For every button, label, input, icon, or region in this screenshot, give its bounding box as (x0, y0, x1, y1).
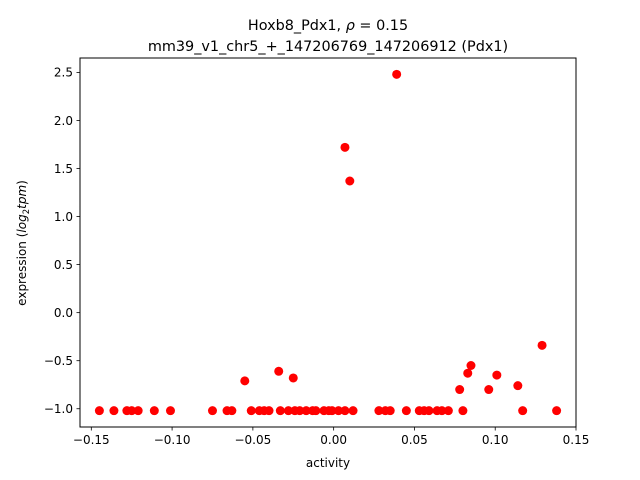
plot-area-frame (79, 57, 577, 428)
chart-title-line2: mm39_v1_chr5_+_147206769_147206912 (Pdx1… (148, 39, 508, 55)
y-tick-label: −1.0 (44, 402, 73, 416)
x-axis-label: activity (306, 456, 350, 470)
data-point (127, 406, 137, 416)
data-point (334, 406, 344, 416)
data-point (340, 142, 350, 152)
x-tick-label: −0.05 (234, 433, 271, 447)
x-tick-label: 0.10 (482, 433, 509, 447)
y-label-subscript: 2 (22, 209, 32, 214)
data-point (513, 381, 523, 391)
data-point (437, 406, 447, 416)
ticks-layer: −0.15 −0.10 −0.05 0.00 0.05 0.10 0.15 −1.0 −0.5 0… (44, 66, 590, 447)
y-axis-label: expression (log2tpm) (15, 180, 32, 306)
y-tick-label: −0.5 (44, 354, 73, 368)
data-point (345, 176, 355, 186)
data-point (133, 406, 143, 416)
data-point (301, 406, 311, 416)
data-point (340, 406, 350, 416)
title-text-part: Hoxb8_Pdx1, (248, 18, 346, 34)
data-point (327, 406, 337, 416)
x-tick-label: 0.05 (401, 433, 428, 447)
y-tick-label: 1.0 (54, 210, 73, 224)
data-point (443, 406, 453, 416)
title-rho-symbol: ρ (346, 18, 355, 34)
data-point (552, 406, 562, 416)
data-point (466, 361, 476, 370)
y-label-log: log (15, 214, 29, 233)
data-point (207, 406, 217, 416)
data-point (424, 406, 434, 416)
x-tick-label: −0.10 (154, 433, 191, 447)
y-tick-label: 1.5 (54, 162, 73, 176)
points-layer (94, 69, 562, 416)
y-tick-label: 2.5 (54, 66, 73, 80)
data-point (240, 376, 250, 386)
data-point (463, 368, 473, 378)
data-point (165, 406, 175, 416)
y-tick-label: 2.0 (54, 114, 73, 128)
y-label-prefix: expression ( (15, 233, 29, 306)
title-rho-value: = 0.15 (355, 18, 408, 34)
data-point (149, 406, 159, 416)
data-point (484, 385, 494, 395)
y-tick-label: 0.0 (54, 306, 73, 320)
data-point (455, 385, 465, 395)
data-point (458, 406, 468, 416)
data-point (392, 69, 402, 79)
data-point (227, 406, 237, 416)
data-point (94, 406, 104, 416)
data-point (385, 406, 395, 416)
data-point (401, 406, 411, 416)
data-point (311, 406, 321, 416)
y-label-tpm: tpm (15, 185, 29, 209)
data-point (246, 406, 256, 416)
data-point (492, 370, 502, 380)
y-label-suffix: ) (15, 180, 29, 185)
data-point (518, 406, 528, 416)
data-point (275, 406, 285, 416)
x-tick-label: 0.15 (563, 433, 590, 447)
x-tick-label: −0.15 (73, 433, 110, 447)
data-point (374, 406, 384, 416)
y-tick-label: 0.5 (54, 258, 73, 272)
data-point (283, 406, 293, 416)
chart-title-line1: Hoxb8_Pdx1, ρ = 0.15 (248, 18, 408, 34)
data-point (295, 406, 305, 416)
data-point (264, 406, 274, 416)
x-tick-label: 0.00 (320, 433, 347, 447)
data-point (537, 340, 547, 350)
data-point (274, 366, 284, 376)
data-point (348, 406, 358, 416)
data-point (288, 373, 298, 383)
data-point (109, 406, 119, 416)
